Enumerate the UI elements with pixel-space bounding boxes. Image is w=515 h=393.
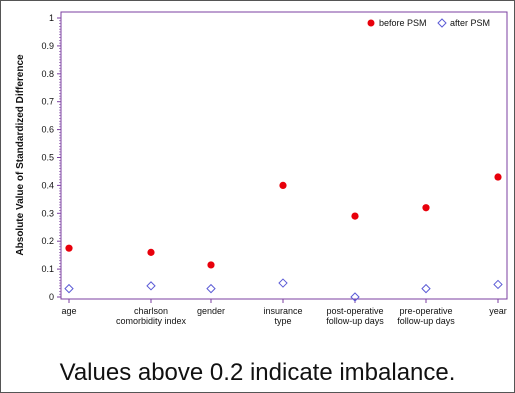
legend: before PSM after PSM — [367, 18, 490, 28]
x-category-label: age — [61, 306, 76, 316]
x-category-label: year — [489, 306, 507, 316]
y-tick-label: 0.8 — [41, 69, 54, 79]
x-category-label: follow-up days — [397, 316, 455, 326]
standardized-difference-chart: 0 0.1 0.2 0.3 0.4 0.5 0.6 0.7 0.8 0.9 1 age charlso… — [15, 11, 508, 326]
point-after-psm — [350, 292, 360, 302]
y-tick-label: 0.2 — [41, 236, 54, 246]
y-tick-label: 0.4 — [41, 180, 54, 190]
y-axis-label: Absolute Value of Standardized Differenc… — [15, 54, 26, 256]
x-category-label: follow-up days — [326, 316, 384, 326]
point-after-psm — [493, 279, 503, 290]
x-category-label: insurance — [263, 306, 302, 316]
point-before-psm — [351, 212, 359, 220]
y-tick-label: 0.1 — [41, 264, 54, 274]
point-after-psm — [421, 283, 431, 294]
point-before-psm — [207, 261, 215, 269]
point-before-psm — [65, 244, 73, 252]
point-after-psm — [206, 283, 216, 294]
point-after-psm — [146, 281, 156, 291]
x-category-label: post-operative — [326, 306, 383, 316]
point-before-psm — [494, 173, 502, 181]
legend-label-after-psm: after PSM — [450, 18, 490, 28]
legend-marker-after-psm — [437, 18, 447, 28]
point-before-psm — [422, 204, 430, 212]
x-category-label: pre-operative — [399, 306, 452, 316]
x-category-label: gender — [197, 306, 225, 316]
legend-marker-before-psm — [367, 19, 375, 27]
caption: Values above 0.2 indicate imbalance. — [59, 359, 456, 386]
y-tick-label: 0.3 — [41, 208, 54, 218]
x-category-label: charlson — [134, 306, 168, 316]
y-axis: 0 0.1 0.2 0.3 0.4 0.5 0.6 0.7 0.8 0.9 1 — [41, 13, 61, 302]
y-tick-label: 0.5 — [41, 153, 54, 163]
x-category-label: type — [274, 316, 291, 326]
legend-label-before-psm: before PSM — [379, 18, 427, 28]
y-tick-label: 0.7 — [41, 97, 54, 107]
point-after-psm — [64, 283, 74, 294]
y-tick-label: 0.6 — [41, 125, 54, 135]
point-before-psm — [279, 181, 287, 189]
y-tick-label: 0 — [49, 292, 54, 302]
chart-marks — [64, 173, 503, 302]
point-after-psm — [278, 278, 288, 288]
y-tick-label: 1 — [49, 13, 54, 23]
y-tick-label: 0.9 — [41, 41, 54, 51]
x-category-label: comorbidity index — [116, 316, 187, 326]
point-before-psm — [147, 248, 155, 256]
plot-frame — [60, 11, 508, 300]
